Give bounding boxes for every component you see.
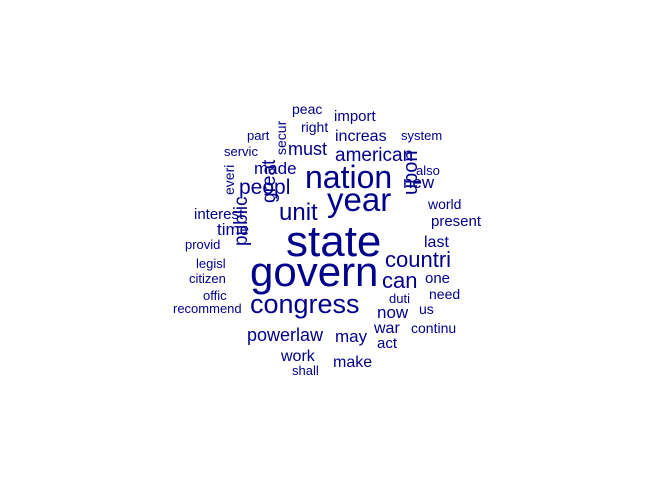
word-peopl: peopl: [239, 176, 290, 199]
word-can: can: [382, 268, 417, 293]
word-everi: everi: [221, 165, 237, 195]
word-congress: congress: [250, 289, 360, 319]
word-servic: servic: [224, 144, 258, 159]
word-make: make: [333, 354, 372, 371]
word-now: now: [377, 303, 409, 322]
word-public: public: [231, 196, 252, 246]
word-war: war: [373, 320, 400, 337]
word-citizen: citizen: [189, 271, 226, 286]
word-peac: peac: [292, 101, 322, 117]
word-new: new: [403, 173, 435, 192]
word-legisl: legisl: [196, 256, 226, 271]
word-made: made: [254, 159, 297, 178]
word-state: state: [286, 217, 381, 266]
word-interest: interest: [194, 206, 244, 223]
word-secur: secur: [273, 120, 289, 155]
word-work: work: [280, 348, 316, 365]
word-increas: increas: [335, 128, 387, 145]
word-time: time: [217, 220, 249, 239]
word-part: part: [247, 128, 270, 143]
word-need: need: [429, 286, 460, 302]
word-great: great: [259, 159, 280, 203]
word-provid: provid: [185, 237, 220, 252]
word-us: us: [419, 301, 434, 317]
word-offic: offic: [203, 288, 227, 303]
word-powerlaw: powerlaw: [247, 325, 324, 345]
word-world: world: [427, 196, 461, 212]
word-act: act: [377, 335, 398, 352]
word-must: must: [288, 139, 327, 159]
word-upon: upon: [400, 151, 422, 196]
word-duti: duti: [389, 291, 410, 306]
word-continu: continu: [411, 320, 456, 336]
word-shall: shall: [292, 363, 319, 378]
word-import: import: [334, 108, 377, 125]
word-nation: nation: [305, 159, 392, 195]
word-countri: countri: [385, 247, 451, 272]
word-system: system: [401, 128, 442, 143]
word-american: american: [335, 145, 413, 166]
word-one: one: [425, 270, 450, 287]
word-unit: unit: [279, 199, 318, 226]
word-right: right: [301, 119, 328, 135]
word-govern: govern: [250, 248, 378, 295]
word-year: year: [327, 181, 391, 218]
word-present: present: [431, 213, 482, 230]
word-recommend: recommend: [173, 301, 242, 316]
word-last: last: [424, 234, 449, 251]
word-also: also: [416, 163, 440, 178]
word-may: may: [335, 327, 368, 346]
